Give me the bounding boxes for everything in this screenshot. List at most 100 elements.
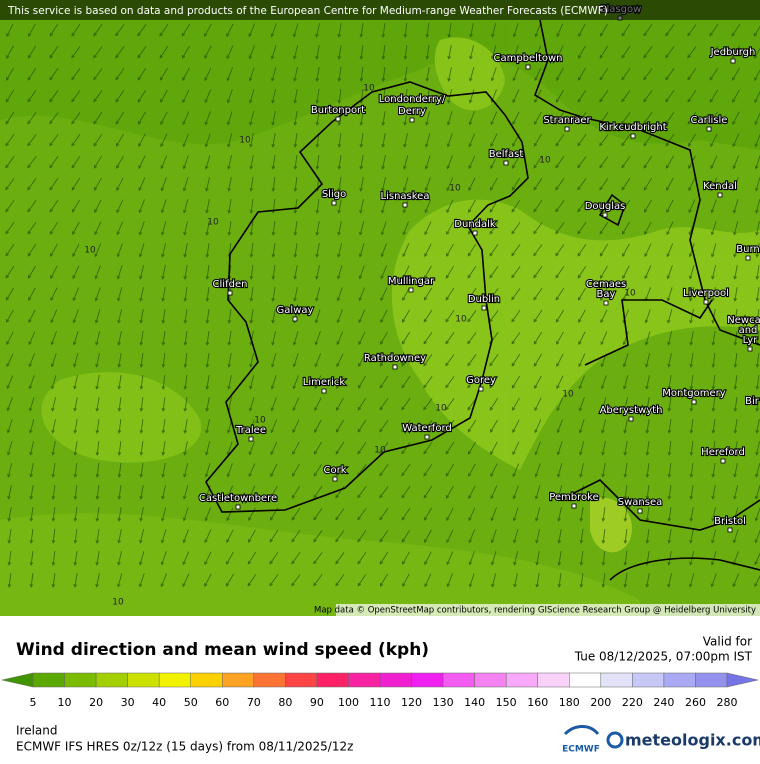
wind-arrow <box>579 485 584 500</box>
wind-arrow <box>711 243 717 258</box>
wind-arrow <box>379 397 389 411</box>
brand-logo <box>606 731 624 749</box>
wind-arrow <box>688 199 696 214</box>
wind-arrow <box>50 309 58 324</box>
wind-arrow <box>315 89 320 104</box>
wind-arrow <box>313 574 323 587</box>
wind-arrow <box>490 551 497 566</box>
wind-arrow <box>469 23 474 38</box>
wind-arrow <box>49 221 59 235</box>
wind-arrow <box>534 111 542 125</box>
wind-arrow <box>28 309 36 324</box>
wind-arrow <box>183 199 189 214</box>
wind-arrow <box>644 243 652 258</box>
wind-arrow <box>29 529 34 544</box>
wind-arrow <box>139 375 144 390</box>
legend-tick-label: 120 <box>401 696 422 709</box>
wind-arrow <box>271 331 277 346</box>
wind-arrow <box>623 463 628 478</box>
wind-arrow <box>425 89 430 104</box>
wind-arrow <box>468 111 475 126</box>
wind-arrow <box>599 23 608 37</box>
wind-arrow <box>227 375 232 390</box>
city-label: Gorey <box>466 375 496 386</box>
wind-arrow <box>688 177 696 192</box>
wind-arrow <box>733 507 739 522</box>
wind-arrow <box>468 551 475 566</box>
wind-arrow <box>248 67 255 82</box>
wind-arrow <box>160 89 168 103</box>
wind-arrow <box>293 67 298 82</box>
contour-label: 10 <box>84 246 96 256</box>
wind-arrow <box>138 573 145 588</box>
wind-arrow <box>139 441 144 456</box>
wind-arrow <box>292 353 299 368</box>
wind-arrow <box>72 243 80 258</box>
wind-arrow <box>269 574 279 587</box>
city-label: Jedburgh <box>710 47 756 58</box>
wind-arrow <box>160 133 168 148</box>
wind-arrow <box>645 419 650 434</box>
wind-arrow <box>337 243 343 258</box>
wind-arrow <box>622 265 630 280</box>
wind-arrow <box>160 199 167 214</box>
wind-arrow <box>423 354 433 367</box>
wind-arrow <box>490 133 498 148</box>
wind-arrow <box>689 485 694 500</box>
wind-arrow <box>687 111 697 125</box>
wind-arrow <box>489 221 499 235</box>
city-marker <box>472 230 478 236</box>
brand: meteologix.com <box>625 731 760 750</box>
wind-arrow <box>403 67 408 82</box>
city-label: Bristol <box>714 516 746 527</box>
legend-swatch <box>316 672 349 688</box>
wind-arrow <box>403 111 408 126</box>
wind-arrow <box>271 287 276 302</box>
wind-arrow <box>49 90 59 103</box>
contour-label: 10 <box>539 156 551 166</box>
wind-arrow <box>557 529 562 544</box>
wind-arrow <box>71 134 81 147</box>
wind-arrow <box>578 375 586 390</box>
wind-arrow <box>358 265 365 280</box>
wind-arrow <box>709 89 719 103</box>
wind-arrow <box>733 441 738 456</box>
city-marker <box>503 160 509 166</box>
legend-tick-label: 5 <box>30 696 37 709</box>
wind-arrow <box>226 45 234 60</box>
legend-swatch <box>505 672 538 688</box>
wind-arrow <box>313 508 323 521</box>
wind-arrow <box>337 221 342 236</box>
wind-arrow <box>115 24 125 37</box>
city-label: Stranraer <box>543 115 591 126</box>
wind-arrow <box>467 376 477 389</box>
legend-swatch <box>32 672 65 688</box>
wind-arrow <box>755 265 760 280</box>
wind-arrow <box>182 529 189 544</box>
wind-arrow <box>291 507 301 521</box>
city-label: Londonderry/ <box>379 94 446 105</box>
wind-arrow <box>732 133 740 148</box>
wind-arrow <box>271 67 277 82</box>
wind-arrow <box>623 419 628 434</box>
wind-arrow <box>336 331 344 346</box>
wind-arrow <box>51 551 56 566</box>
city-marker <box>564 126 570 132</box>
wind-arrow <box>28 287 36 301</box>
region: Ireland <box>16 724 58 738</box>
city-marker <box>703 299 709 305</box>
wind-arrow <box>599 134 609 147</box>
wind-arrow <box>623 375 629 390</box>
wind-arrow <box>227 177 232 192</box>
wind-arrow <box>665 46 675 59</box>
wind-arrow <box>381 199 387 214</box>
wind-arrow <box>117 463 122 478</box>
wind-arrow <box>226 463 233 478</box>
legend-tick-label: 20 <box>89 696 103 709</box>
wind-arrow <box>183 419 188 434</box>
wind-arrow <box>117 551 122 566</box>
wind-arrow <box>689 331 694 346</box>
wind-arrow <box>357 397 367 411</box>
wind-arrow <box>401 420 411 433</box>
wind-arrow <box>115 133 125 147</box>
